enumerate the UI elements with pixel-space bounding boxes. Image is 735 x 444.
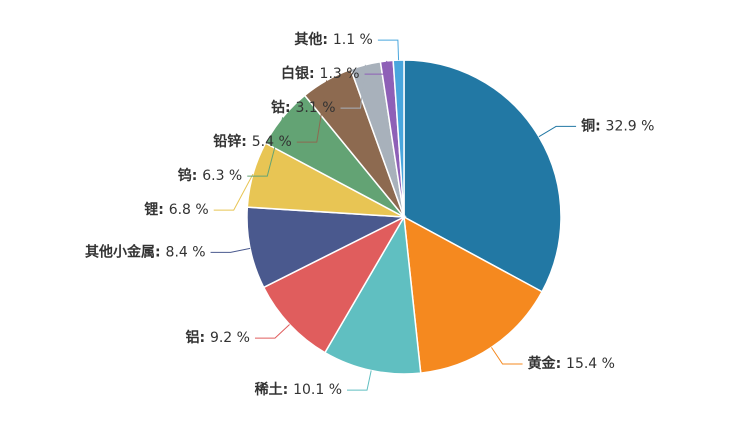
slice-value: 1.3 % [320,66,360,82]
slice-value: 15.4 % [566,356,615,372]
slice-label: 铜: 32.9 % [581,117,654,134]
slice-name: 铜 [581,117,595,134]
slice-name: 铝 [185,329,199,346]
slice-label: 黄金: 15.4 % [528,355,615,372]
label-separator: : [322,32,332,48]
slice-value: 1.1 % [333,32,373,48]
label-line [377,39,400,61]
slice-label: 钨: 6.3 % [178,167,243,184]
slice-label: 锂: 6.8 % [144,201,209,218]
slice-value: 32.9 % [606,118,655,134]
slice-value: 6.8 % [169,202,209,218]
label-separator: : [285,100,295,116]
label-separator: : [283,382,293,398]
slice-value: 9.2 % [210,330,250,346]
label-line [347,370,372,391]
label-separator: : [241,134,251,150]
label-line [364,60,388,75]
label-line [538,125,577,138]
slice-label: 稀土: 10.1 % [255,381,342,398]
label-line [213,173,254,211]
pie-slice [403,215,544,374]
slice-name: 锂 [144,201,158,218]
slice-value: 5.4 % [252,134,292,150]
label-separator: : [595,118,605,134]
slice-label: 其他: 1.1 % [294,31,373,48]
slice-label: 白银: 1.3 % [281,65,360,82]
label-line [491,347,523,365]
pie-slice [323,214,422,375]
slice-value: 8.4 % [166,244,206,260]
slice-label: 铅锌: 5.4 % [212,133,292,150]
slice-name: 白银 [281,65,310,82]
label-separator: : [199,330,209,346]
label-separator: : [556,356,566,372]
label-line [210,247,251,253]
slice-name: 铅锌 [212,133,241,150]
label-separator: : [309,66,319,82]
label-line [296,80,328,143]
pie-slice [262,215,406,354]
slice-name: 黄金 [528,355,557,372]
label-separator: : [155,244,165,260]
label-separator: : [158,202,168,218]
slice-value: 3.1 % [295,100,335,116]
slice-name: 钨 [178,167,192,184]
slice-name: 稀土 [255,381,283,398]
slice-value: 10.1 % [293,382,342,398]
slice-label: 其他小金属: 8.4 % [85,243,206,260]
label-line [340,64,366,109]
label-line [254,324,290,339]
slice-label: 铝: 9.2 % [185,329,250,346]
label-separator: : [192,168,202,184]
slice-value: 6.3 % [202,168,242,184]
label-line [247,117,284,177]
slice-name: 钴 [271,99,285,116]
slice-name: 其他 [294,31,322,48]
slice-label: 钴: 3.1 % [271,99,336,116]
slice-name: 其他小金属 [85,243,155,260]
